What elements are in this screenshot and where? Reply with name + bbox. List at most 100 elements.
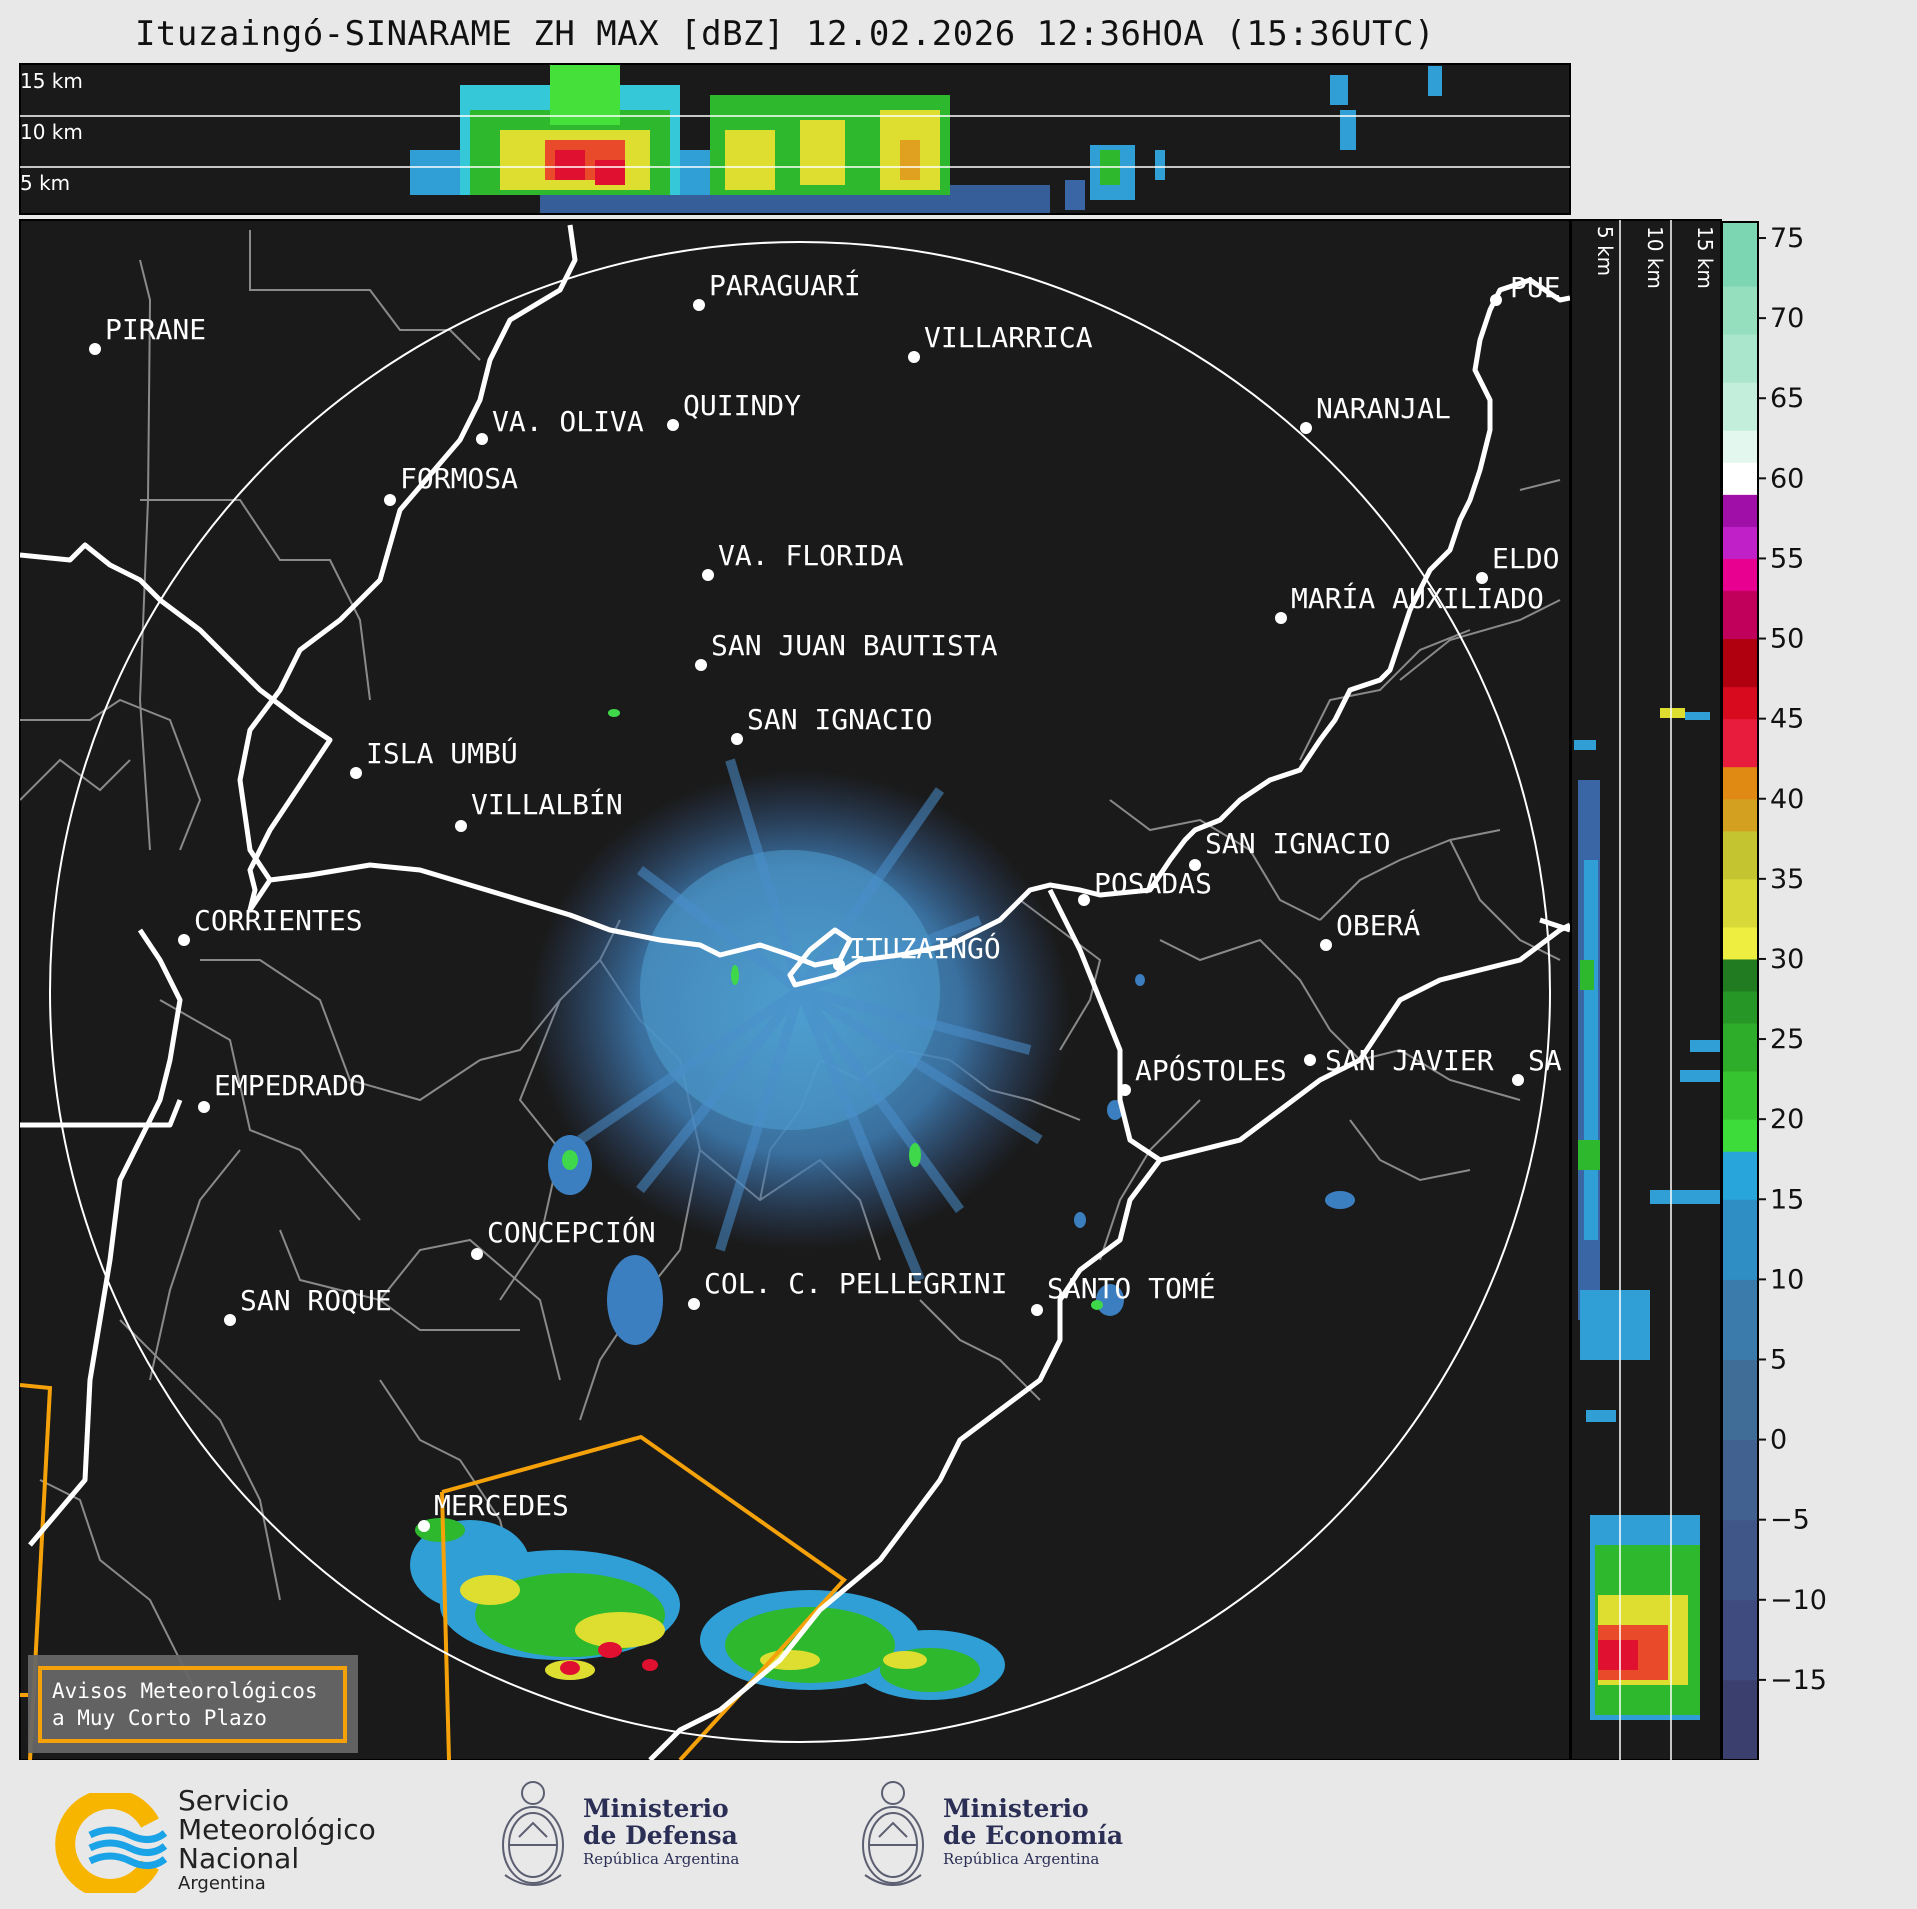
label-isla-umbu: ISLA UMBÚ [366,736,518,770]
colorbar-band [1722,1023,1758,1072]
marker-corrientes [178,934,190,946]
defensa-line1: Ministerio [583,1794,729,1823]
label-sa: SA [1528,1044,1562,1077]
side-panel-echoes [1574,708,1720,1720]
marker-san-ignacio-ar [1189,859,1201,871]
colorbar-band [1722,638,1758,688]
radar-figure: 15 km 10 km 5 km [19,63,1827,1760]
marker-pirane [89,343,101,355]
colorbar-tick-label: 45 [1770,704,1804,735]
label-naranjal: NARANJAL [1316,392,1451,425]
top-height-panel: 15 km 10 km 5 km [19,63,1571,215]
colorbar-band [1722,1199,1758,1280]
label-san-roque: SAN ROQUE [240,1284,392,1317]
international-borders [20,224,1570,1760]
label-san-ignacio-ar: SAN IGNACIO [1205,827,1390,860]
marker-maria-auxiliadora [1275,612,1287,624]
label-empedrado: EMPEDRADO [214,1069,366,1102]
label-maria-auxiliadora: MARÍA AUXILIADO [1291,581,1544,615]
colorbar-band [1722,878,1758,928]
range-ring [49,241,1551,1743]
marker-villarrica [908,351,920,363]
coat-of-arms-icon [502,1781,564,1886]
top-panel-echoes [410,65,1442,213]
colorbar-band [1722,798,1758,832]
marker-concepcion [471,1248,483,1260]
colorbar-band [1722,1119,1758,1152]
label-mercedes: MERCEDES [434,1489,569,1522]
colorbar-band [1722,558,1758,591]
marker-va-florida [702,569,714,581]
storm-cluster-south [410,1518,1005,1700]
economia-line2: de Economía [943,1821,1124,1850]
place-markers [89,294,1524,1532]
coat-of-arms-icon [862,1781,924,1886]
label-santo-tome: SANTO TOMÉ [1047,1271,1216,1305]
colorbar-band [1722,958,1758,992]
smn-emblem-icon [55,1793,168,1893]
label-col-c-pellegrini: COL. C. PELLEGRINI [704,1267,1007,1300]
colorbar-tick-label: 0 [1770,1425,1787,1456]
colorbar-band [1722,766,1758,800]
smn-line4: Argentina [178,1873,266,1894]
colorbar-tick-label: 55 [1770,543,1804,574]
smn-line2: Meteorológico [178,1813,376,1846]
label-san-juan-bautista: SAN JUAN BAUTISTA [711,629,998,662]
map-title: Ituzaingó-SINARAME ZH MAX [dBZ] 12.02.20… [134,14,1436,54]
colorbar-band [1722,462,1758,495]
colorbar-band [1722,222,1758,287]
label-apostoles: APÓSTOLES [1135,1053,1287,1087]
colorbar-band [1722,1439,1758,1521]
top-height-15km: 15 km [20,69,83,93]
marker-pue [1490,294,1502,306]
label-concepcion: CONCEPCIÓN [487,1215,656,1249]
warning-legend: Avisos Meteorológicos a Muy Corto Plazo [28,1655,358,1753]
colorbar-tick-label: 30 [1770,944,1804,975]
defensa-line3: República Argentina [583,1850,740,1868]
label-pue: PUE [1510,271,1561,304]
main-map: PARAGUARÍ VILLARRICA PIRANE QUIINDY VA. … [19,219,1571,1760]
label-ituzaingo: ITUZAINGÓ [849,931,1001,965]
economia-line1: Ministerio [943,1794,1089,1823]
footer-logos: Servicio Meteorológico Nacional Argentin… [0,1760,1917,1909]
defensa-line2: de Defensa [583,1821,738,1850]
radar-echo-field [530,709,1355,1345]
colorbar-band [1722,494,1758,527]
colorbar-band [1722,830,1758,880]
colorbar-tick-label: 10 [1770,1264,1804,1295]
label-san-javier: SAN JAVIER [1325,1044,1494,1077]
marker-obera [1320,939,1332,951]
colorbar-tick-label: 75 [1770,223,1804,254]
label-formosa: FORMOSA [400,462,518,495]
colorbar-tick-label: 40 [1770,784,1804,815]
top-height-5km: 5 km [20,171,70,195]
label-eldo: ELDO [1492,542,1559,575]
colorbar-band [1722,1151,1758,1200]
label-posadas: POSADAS [1094,867,1212,900]
colorbar-tick-label: −5 [1770,1505,1810,1536]
label-villalbin: VILLALBÍN [471,787,623,821]
smn-line1: Servicio [178,1784,290,1817]
colorbar-band [1722,1279,1758,1360]
colorbar-band [1722,718,1758,768]
marker-paraguari [693,299,705,311]
colorbar-band [1722,991,1758,1024]
warning-legend-line2: a Muy Corto Plazo [52,1706,267,1730]
marker-naranjal [1300,422,1312,434]
marker-san-roque [224,1314,236,1326]
marker-villalbin [455,820,467,832]
label-obera: OBERÁ [1336,908,1420,942]
marker-eldo [1476,572,1488,584]
top-height-10km: 10 km [20,120,83,144]
marker-ituzaingo [833,959,845,971]
colorbar-band [1722,430,1758,463]
colorbar-bands [1722,222,1758,1760]
side-height-5km: 5 km [1593,226,1617,276]
marker-apostoles [1119,1084,1131,1096]
colorbar-band [1722,686,1758,720]
economia-line3: República Argentina [943,1850,1100,1868]
label-va-oliva: VA. OLIVA [492,405,644,438]
colorbar-band [1722,1599,1758,1681]
smn-logo: Servicio Meteorológico Nacional Argentin… [55,1786,385,1898]
